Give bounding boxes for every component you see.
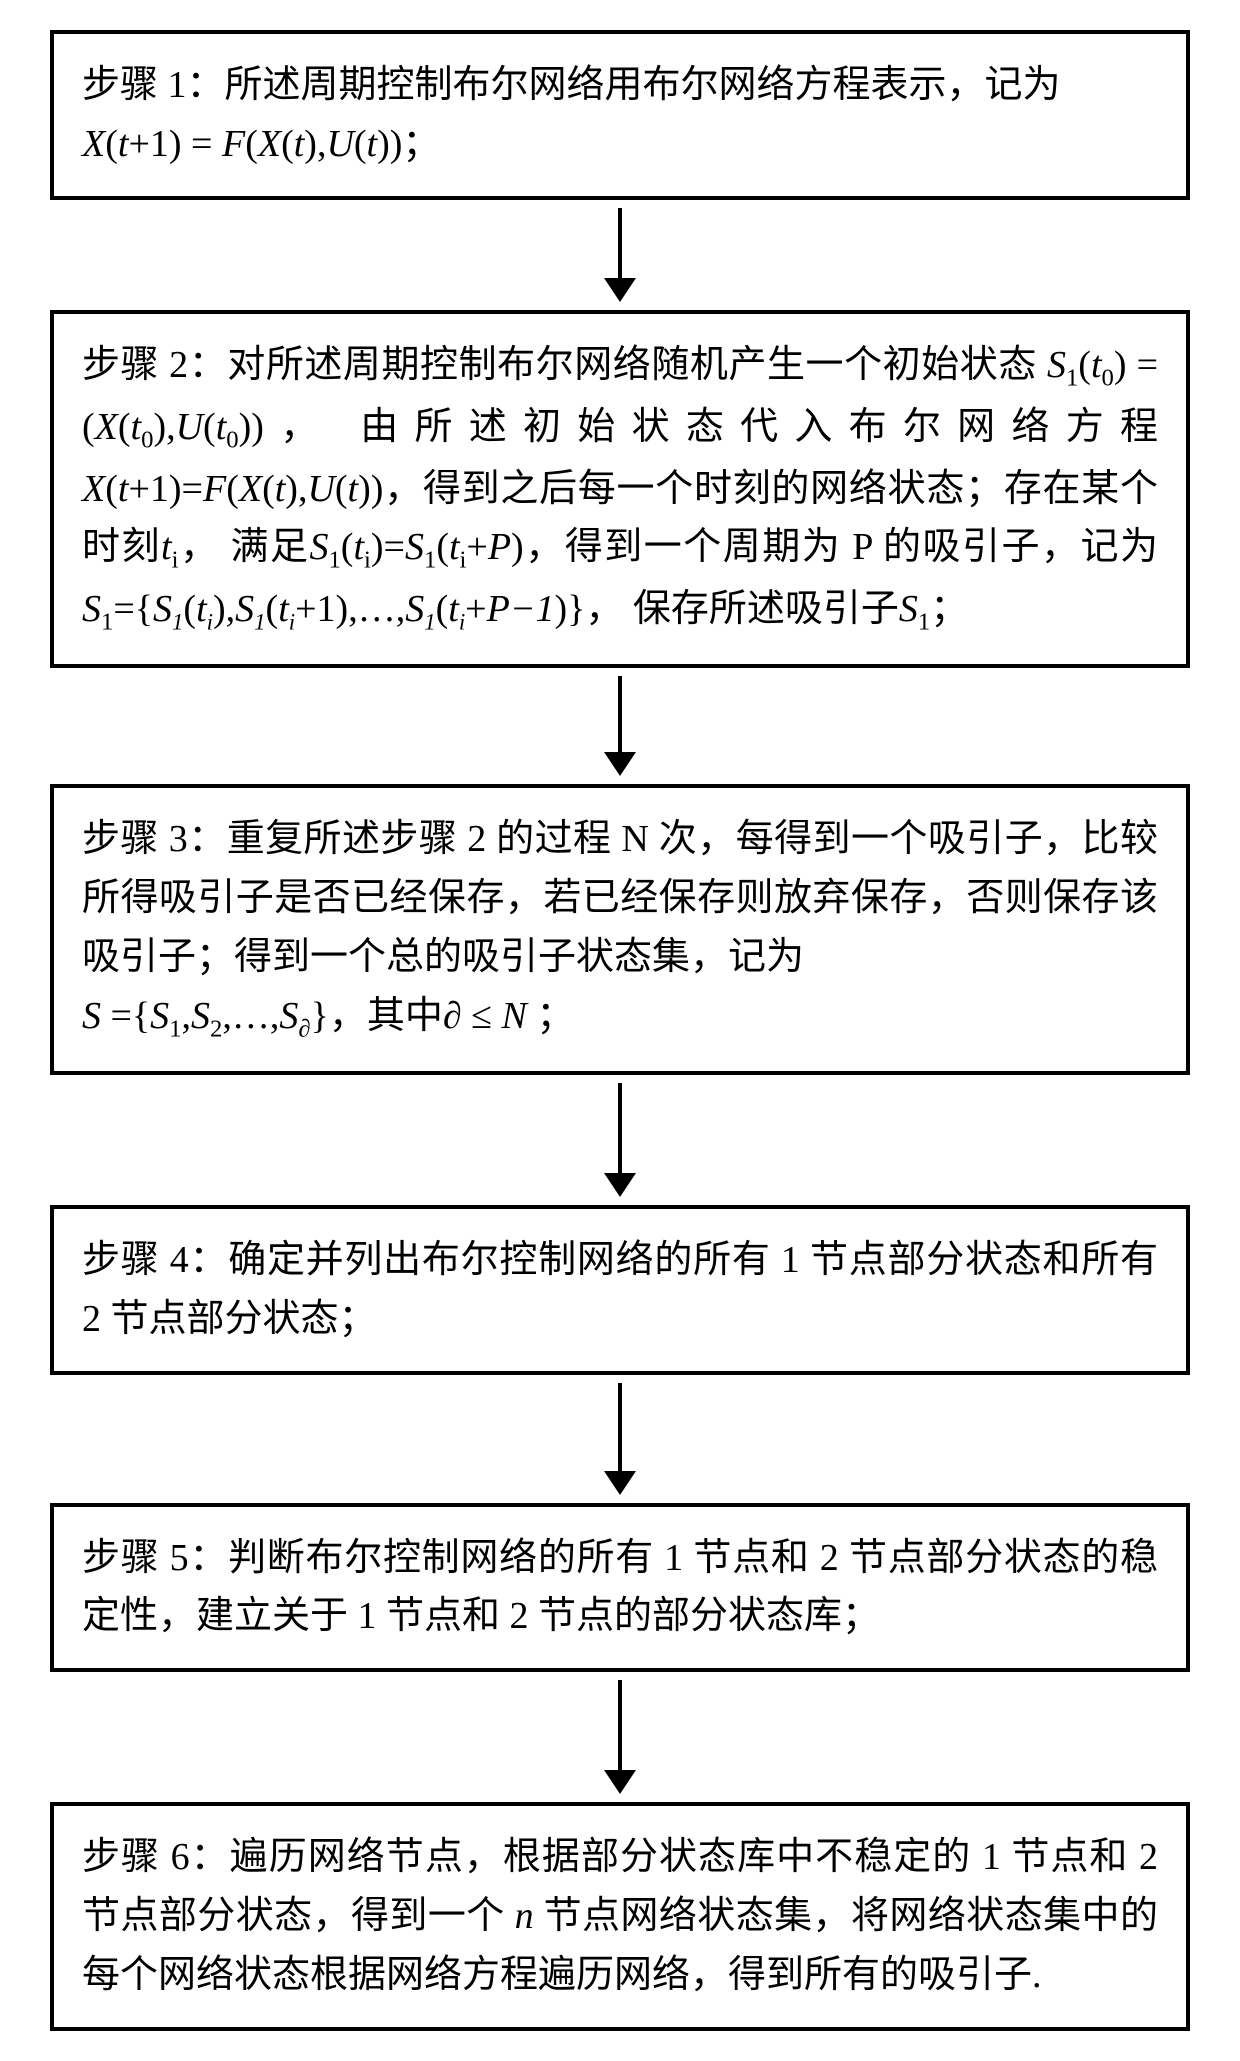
step-4-label: 步骤 4： xyxy=(82,1239,228,1281)
f-s1ti: S1(ti) xyxy=(309,526,383,568)
step-5-text: 判断布尔控制网络的所有 1 节点和 2 节点部分状态的稳定性，建立关于 1 节点… xyxy=(82,1537,1158,1638)
f-s1t0: S1(t0) xyxy=(1047,344,1127,386)
arrow-2 xyxy=(604,676,636,776)
arrow-1 xyxy=(604,208,636,302)
step-2-l1: 对所述周期控制布尔网络随机产生一个初始状态 xyxy=(227,344,1037,386)
arrow-head-icon xyxy=(604,1770,636,1794)
step-1-formula: X(t+1) = F(X(t),U(t)) xyxy=(82,123,402,165)
step-1-post: ； xyxy=(402,123,440,165)
step-3-box: 步骤 3：重复所述步骤 2 的过程 N 次，每得到一个吸引子，比较所得吸引子是否… xyxy=(50,784,1190,1075)
step-3-text1: 重复所述步骤 2 的过程 N 次，每得到一个吸引子，比较所得吸引子是否已经保存，… xyxy=(82,818,1158,978)
f-s1set: S1 xyxy=(82,588,113,630)
step-4-box: 步骤 4：确定并列出布尔控制网络的所有 1 节点部分状态和所有 2 节点部分状态… xyxy=(50,1205,1190,1375)
step-1-label: 步骤 1： xyxy=(82,64,225,106)
arrow-head-icon xyxy=(604,1471,636,1495)
arrow-head-icon xyxy=(604,278,636,302)
arrow-head-icon xyxy=(604,752,636,776)
f-ti: ti xyxy=(161,526,178,568)
step-5-label: 步骤 5： xyxy=(82,1537,228,1579)
step-2-box: 步骤 2：对所述周期控制布尔网络随机产生一个初始状态 S1(t0) =(X(t0… xyxy=(50,310,1190,668)
f-ut0: U(t0) xyxy=(176,406,252,448)
step-5-box: 步骤 5：判断布尔控制网络的所有 1 节点和 2 节点部分状态的稳定性，建立关于… xyxy=(50,1503,1190,1673)
arrow-5 xyxy=(604,1680,636,1794)
step-2-label: 步骤 2： xyxy=(82,344,227,386)
arrow-head-icon xyxy=(604,1173,636,1197)
step-4-text: 确定并列出布尔控制网络的所有 1 节点部分状态和所有 2 节点部分状态； xyxy=(82,1239,1158,1340)
step-3-label: 步骤 3： xyxy=(82,818,227,860)
arrow-line xyxy=(618,208,622,278)
flowchart-container: 步骤 1：所述周期控制布尔网络用布尔网络方程表示，记为 X(t+1) = F(X… xyxy=(20,30,1220,2031)
f-xt0: X(t0) xyxy=(95,406,166,448)
f-eq: X(t+1)=F(X(t),U(t)) xyxy=(82,468,383,510)
arrow-4 xyxy=(604,1383,636,1495)
step-6-box: 步骤 6：遍历网络节点，根据部分状态库中不稳定的 1 节点和 2 节点部分状态，… xyxy=(50,1802,1190,2031)
step-6-label: 步骤 6： xyxy=(82,1836,230,1878)
step-1-pre: 所述周期控制布尔网络用布尔网络方程表示，记为 xyxy=(225,64,1061,106)
f-s1tip: S1(ti+P) xyxy=(405,526,524,568)
step-1-box: 步骤 1：所述周期控制布尔网络用布尔网络方程表示，记为 X(t+1) = F(X… xyxy=(50,30,1190,200)
arrow-3 xyxy=(604,1083,636,1197)
